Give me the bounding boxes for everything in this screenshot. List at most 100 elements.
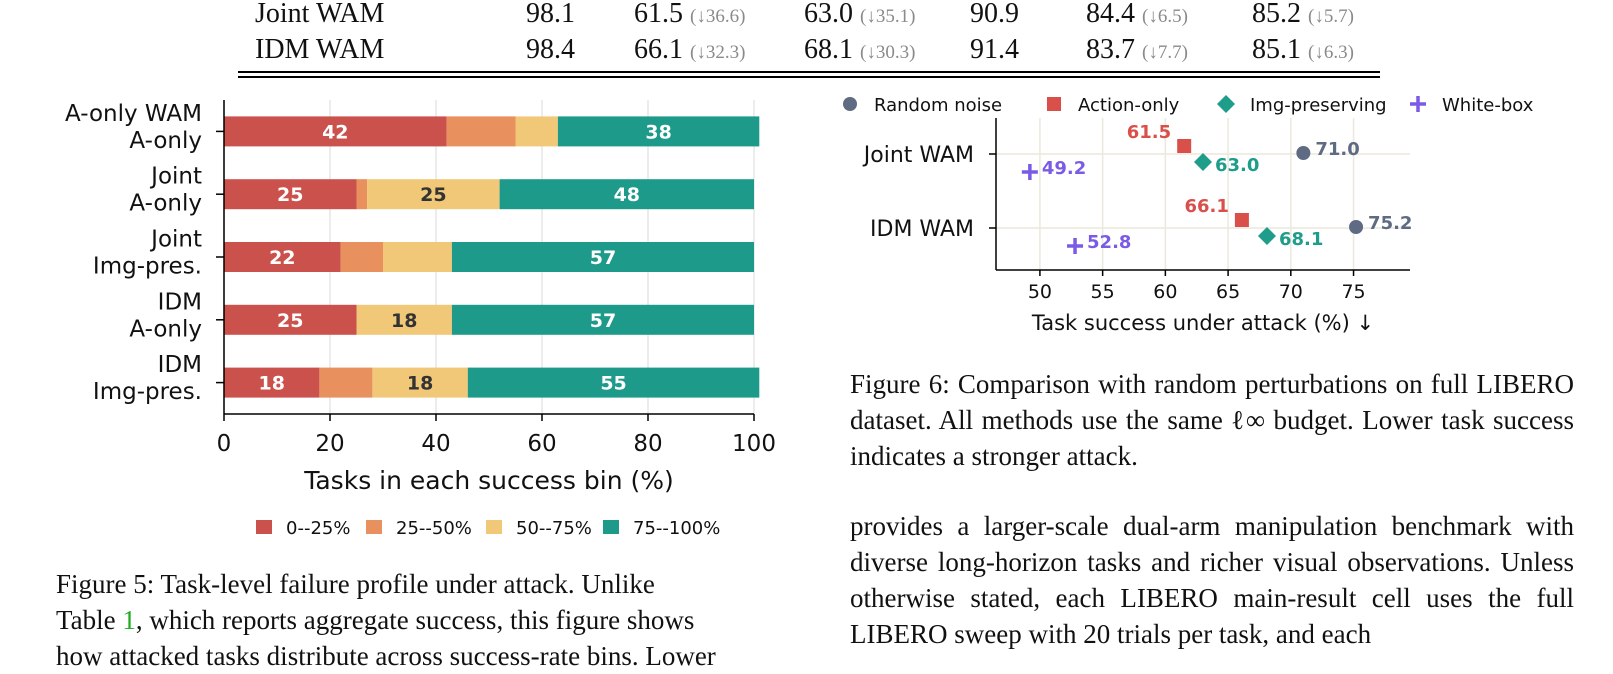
data-point [1067,238,1084,254]
point-label: 68.1 [1279,229,1323,250]
data-point [1296,146,1311,160]
bar-segment [340,242,383,272]
table-row: IDM WAM 98.4 66.1 (↓32.3) 68.1 (↓30.3) 9… [0,33,1613,67]
data-label: 18 [391,310,417,332]
x-tick-label: 70 [1279,281,1303,303]
point-label: 49.2 [1042,158,1086,179]
data-label: 25 [420,184,446,206]
value-cell: 98.4 [526,34,575,65]
data-label: 48 [614,184,640,206]
bar-segment [224,179,357,210]
data-label: 55 [600,373,626,395]
delta-value: (↓32.3) [690,42,746,63]
x-tick-label: 50 [1028,281,1052,303]
y-tick-label: Img-pres. [93,254,202,280]
point-label: 61.5 [1127,122,1171,143]
y-tick-label: IDM WAM [870,217,974,242]
legend-label: 75--100% [633,518,720,539]
data-label: 18 [407,373,433,395]
figure6-caption: Figure 6: Comparison with random perturb… [850,369,1574,471]
point-label: 63.0 [1215,155,1259,176]
value-cell: 85.2 (↓5.7) [1252,0,1354,29]
bar-segment [356,304,452,335]
x-tick-label: 40 [421,431,450,457]
caption-line: Figure 5: Task-level failure profile und… [56,569,655,599]
figure5-caption: Figure 5: Task-level failure profile und… [56,566,778,674]
x-tick-label: 75 [1341,281,1365,303]
delta-value: (↓35.1) [860,6,916,27]
bar-segment [451,304,754,335]
bar-segment [224,116,447,147]
bar-segment [224,242,341,272]
point-label: 75.2 [1368,213,1412,234]
data-label: 57 [590,310,616,332]
y-tick-label: A-only [129,191,202,217]
y-tick-label: IDM [158,289,202,315]
legend-swatch [256,520,272,534]
data-point [1021,164,1038,180]
delta-value: (↓6.3) [1308,42,1354,63]
data-label: 42 [322,121,348,143]
legend-swatch [486,520,502,534]
legend-swatch [366,520,382,534]
legend-label: 50--75% [516,518,592,539]
value-cell: 61.5 (↓36.6) [634,0,746,29]
x-tick-label: 55 [1091,281,1115,303]
delta-value: (↓30.3) [860,42,916,63]
data-label: 25 [277,184,303,206]
value-cell: 90.9 [970,0,1019,29]
delta-value: (↓36.6) [690,6,746,27]
table-bottom-rule [238,71,1380,73]
x-tick-label: 0 [217,431,232,457]
scatter-chart: Joint WAM IDM WAM 50 55 60 65 70 75 Task success… [843,95,1534,335]
bar-segment [367,179,500,210]
x-tick-label: 20 [315,431,344,457]
bar-segment [383,242,452,272]
legend-label: 0--25% [286,518,350,539]
x-axis-label: Tasks in each success bin (%) [303,466,674,495]
y-tick-label: Joint WAM [862,143,974,168]
results-table: Joint WAM 98.1 61.5 (↓36.6) 63.0 (↓35.1)… [0,0,1613,84]
legend-label: Random noise [874,95,1002,116]
bar-segment [356,179,368,210]
body-paragraph: provides a larger-scale dual-arm manipul… [850,511,1574,649]
y-tick-label: Joint [149,227,202,253]
legend-marker [1047,97,1061,111]
value-cell: 66.1 (↓32.3) [634,34,746,65]
x-tick-label: 65 [1216,281,1240,303]
delta-value: (↓5.7) [1308,6,1354,27]
legend-label: Action-only [1078,95,1180,116]
table-row: Joint WAM 98.1 61.5 (↓36.6) 63.0 (↓35.1)… [0,0,1613,31]
bar-segment [467,367,760,398]
legend-label: Img-preserving [1250,95,1387,116]
x-tick-label: 100 [732,431,776,457]
method-cell: Joint WAM [255,0,385,29]
delta-value: (↓7.7) [1142,42,1188,63]
value-cell: 85.1 (↓6.3) [1252,34,1354,65]
value-cell: 84.4 (↓6.5) [1086,0,1188,29]
x-tick-label: 60 [1153,281,1177,303]
data-label: 38 [645,121,671,143]
data-label: 57 [590,247,616,269]
bar-segment [224,367,320,398]
value-cell: 68.1 (↓30.3) [804,34,916,65]
point-label: 66.1 [1184,196,1228,217]
data-point [1194,153,1212,171]
table-reference-link[interactable]: 1 [122,605,136,635]
legend-swatch [603,520,619,534]
value-cell: 83.7 (↓7.7) [1086,34,1188,65]
value-cell: 91.4 [970,34,1019,65]
x-axis-label: Task success under attack (%) ↓ [1031,311,1374,335]
y-tick-label: A-only WAM [65,101,202,127]
y-tick-label: A-only [129,316,202,342]
data-point [1257,227,1276,245]
delta-value: (↓6.5) [1142,6,1188,27]
data-point [1177,139,1192,153]
bar-segment [224,304,357,335]
caption-line: Table 1, which reports aggregate success… [56,605,695,635]
point-label: 52.8 [1087,232,1131,253]
data-point [1234,213,1249,227]
legend-marker [1410,96,1426,112]
bar-segment [557,116,760,147]
